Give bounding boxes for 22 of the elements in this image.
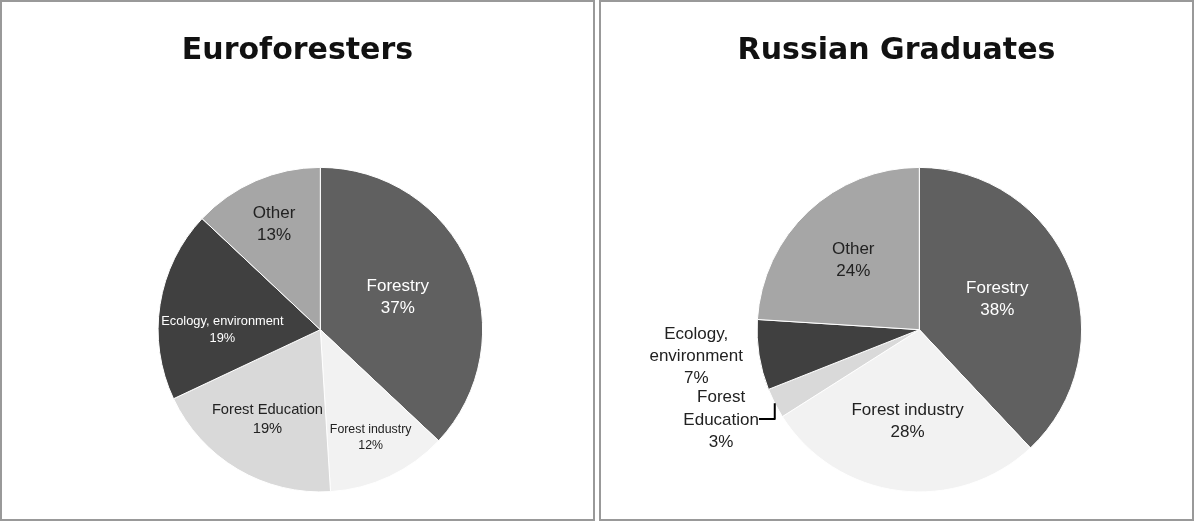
data-label: 12%	[358, 438, 384, 452]
data-label: 24%	[836, 260, 871, 280]
slice-label: Forest Education	[211, 401, 324, 418]
slice-label: Forestry	[966, 278, 1029, 298]
chart-title: Russian Graduates	[737, 31, 1056, 67]
slice-label: Forest industry	[851, 400, 965, 420]
data-label: 13%	[257, 224, 292, 244]
slice-label: Ecology, environment	[161, 313, 284, 329]
chart-title: Euroforesters	[181, 31, 414, 67]
data-label: 7%	[683, 368, 709, 388]
slice-label: Forestry	[366, 275, 430, 295]
data-label: 37%	[380, 297, 415, 317]
slice-label: Other	[252, 202, 296, 222]
slice-label: Ecology, environment	[649, 324, 744, 366]
slice-label: Other	[831, 238, 875, 258]
data-label: 38%	[980, 300, 1015, 320]
slice-label: Forest industry	[329, 421, 413, 436]
data-label: 3%	[708, 431, 734, 451]
data-label: 19%	[252, 420, 283, 437]
slice-label: Forest Education	[683, 387, 759, 429]
data-label: 19%	[209, 330, 236, 346]
data-label: 28%	[890, 422, 925, 442]
